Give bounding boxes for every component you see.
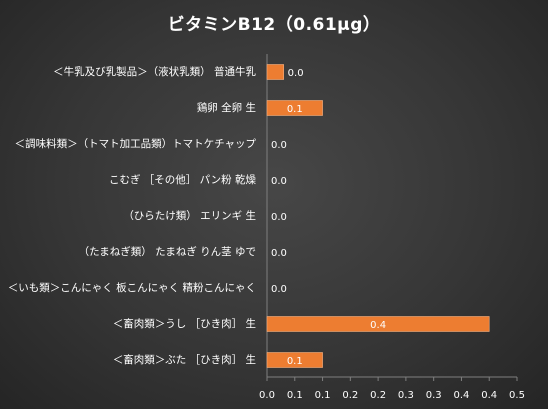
x-tick-label: 0.2 (342, 390, 358, 401)
category-label: こむぎ ［その他］ パン粉 乾燥 (108, 174, 256, 186)
data-label: 0.0 (271, 284, 287, 295)
x-tick-label: 0.5 (509, 390, 525, 401)
x-tick-label: 0.3 (426, 390, 442, 401)
data-label: 0.0 (271, 140, 287, 151)
category-label: 鶏卵 全卵 生 (196, 102, 256, 114)
data-label: 0.4 (370, 320, 386, 331)
bar (266, 64, 284, 80)
x-tick-label: 0.0 (259, 390, 275, 401)
data-label: 0.0 (271, 248, 287, 259)
bar (266, 100, 323, 116)
x-tick-label: 0.4 (481, 390, 497, 401)
data-label: 0.1 (287, 356, 303, 367)
data-label: 0.0 (271, 212, 287, 223)
x-tick-label: 0.3 (398, 390, 414, 401)
category-label: ＜畜肉類＞ぶた ［ひき肉］ 生 (112, 354, 256, 366)
category-label: ＜畜肉類＞うし ［ひき肉］ 生 (112, 318, 256, 330)
bar (266, 316, 490, 332)
x-tick-label: 0.1 (315, 390, 331, 401)
data-label: 0.0 (288, 68, 304, 79)
category-label: ＜牛乳及び乳製品＞（液状乳類） 普通牛乳 (53, 66, 256, 78)
x-tick-label: 0.2 (370, 390, 386, 401)
x-tick-label: 0.1 (287, 390, 303, 401)
bar (266, 352, 323, 368)
category-label: ＜調味料類＞（トマト加工品類）トマトケチャップ (14, 138, 256, 150)
data-label: 0.1 (287, 104, 303, 115)
category-label: （ひらたけ類） エリンギ 生 (123, 210, 256, 222)
category-label: ＜いも類＞こんにゃく 板こんにゃく 精粉こんにゃく (7, 282, 256, 294)
x-tick-label: 0.4 (453, 390, 469, 401)
chart-title: ビタミンB12（0.61μg） (167, 15, 381, 35)
data-label: 0.0 (271, 176, 287, 187)
category-label: （たまねぎ類） たまねぎ りん茎 ゆで (78, 246, 256, 258)
